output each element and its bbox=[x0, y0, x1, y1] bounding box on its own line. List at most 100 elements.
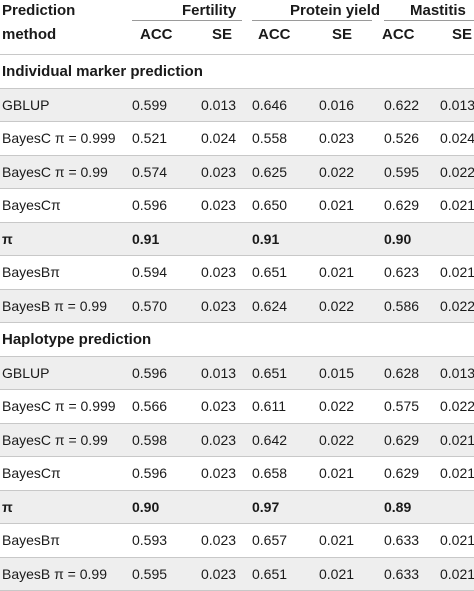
value-cell: 0.595 bbox=[132, 558, 186, 591]
value-cell: 0.022 bbox=[319, 156, 373, 189]
value-cell: 0.629 bbox=[384, 424, 438, 457]
value-cell: 0.623 bbox=[384, 256, 438, 289]
value-cell: 0.629 bbox=[384, 189, 438, 222]
value-cell: 0.593 bbox=[132, 524, 186, 557]
value-cell: 0.599 bbox=[132, 89, 186, 122]
section-row: Haplotype prediction bbox=[0, 323, 474, 357]
value-cell: 0.575 bbox=[384, 390, 438, 423]
sub-header: SE bbox=[212, 22, 232, 46]
protein-yield-rule bbox=[252, 20, 372, 21]
value-cell: 0.526 bbox=[384, 122, 438, 155]
value-cell: 0.521 bbox=[132, 122, 186, 155]
value-cell: 0.023 bbox=[201, 390, 255, 423]
value-cell: 0.558 bbox=[252, 122, 306, 155]
value-cell: 0.023 bbox=[319, 122, 373, 155]
value-cell: 0.021 bbox=[440, 457, 474, 490]
sub-header: ACC bbox=[382, 22, 415, 46]
method-cell: BayesC π = 0.99 bbox=[2, 424, 108, 457]
value-cell: 0.021 bbox=[319, 189, 373, 222]
value-cell: 0.023 bbox=[201, 457, 255, 490]
table-header: Prediction method Fertility Protein yiel… bbox=[0, 0, 474, 55]
value-cell: 0.651 bbox=[252, 357, 306, 390]
value-cell: 0.013 bbox=[440, 89, 474, 122]
value-cell: 0.598 bbox=[132, 424, 186, 457]
value-cell: 0.97 bbox=[252, 491, 306, 524]
value-cell: 0.021 bbox=[440, 524, 474, 557]
value-cell: 0.642 bbox=[252, 424, 306, 457]
method-cell: BayesCπ bbox=[2, 189, 61, 222]
value-cell: 0.023 bbox=[201, 424, 255, 457]
method-cell: π bbox=[2, 223, 13, 256]
value-cell: 0.013 bbox=[201, 357, 255, 390]
value-cell: 0.622 bbox=[384, 89, 438, 122]
value-cell: 0.596 bbox=[132, 189, 186, 222]
value-cell: 0.023 bbox=[201, 156, 255, 189]
value-cell: 0.021 bbox=[440, 558, 474, 591]
value-cell: 0.021 bbox=[319, 558, 373, 591]
method-cell: BayesC π = 0.99 bbox=[2, 156, 108, 189]
value-cell: 0.574 bbox=[132, 156, 186, 189]
value-cell: 0.658 bbox=[252, 457, 306, 490]
value-cell: 0.023 bbox=[201, 189, 255, 222]
section-title: Individual marker prediction bbox=[2, 55, 203, 88]
sub-header: SE bbox=[452, 22, 472, 46]
value-cell: 0.629 bbox=[384, 457, 438, 490]
value-cell: 0.022 bbox=[440, 156, 474, 189]
sub-header: SE bbox=[332, 22, 352, 46]
value-cell: 0.022 bbox=[440, 390, 474, 423]
value-cell bbox=[440, 223, 474, 256]
fertility-rule bbox=[132, 20, 242, 21]
value-cell: 0.566 bbox=[132, 390, 186, 423]
method-cell: GBLUP bbox=[2, 89, 49, 122]
method-cell: BayesC π = 0.999 bbox=[2, 122, 116, 155]
value-cell: 0.013 bbox=[201, 89, 255, 122]
method-cell: BayesBπ bbox=[2, 256, 60, 289]
value-cell: 0.023 bbox=[201, 256, 255, 289]
section-title: Haplotype prediction bbox=[2, 323, 151, 356]
method-cell: BayesCπ bbox=[2, 457, 61, 490]
value-cell: 0.633 bbox=[384, 558, 438, 591]
value-cell: 0.628 bbox=[384, 357, 438, 390]
value-cell: 0.015 bbox=[319, 357, 373, 390]
group-header-fertility: Fertility bbox=[182, 0, 236, 20]
value-cell: 0.633 bbox=[384, 524, 438, 557]
value-cell bbox=[201, 491, 255, 524]
value-cell: 0.021 bbox=[440, 256, 474, 289]
value-cell bbox=[319, 223, 373, 256]
section-row: Individual marker prediction bbox=[0, 55, 474, 89]
value-cell bbox=[201, 223, 255, 256]
value-cell: 0.595 bbox=[384, 156, 438, 189]
method-cell: BayesB π = 0.99 bbox=[2, 290, 107, 323]
method-cell: BayesC π = 0.999 bbox=[2, 390, 116, 423]
value-cell: 0.022 bbox=[319, 290, 373, 323]
value-cell: 0.651 bbox=[252, 558, 306, 591]
value-cell: 0.91 bbox=[132, 223, 186, 256]
value-cell: 0.021 bbox=[319, 457, 373, 490]
method-cell: BayesB π = 0.99 bbox=[2, 558, 107, 591]
value-cell: 0.651 bbox=[252, 256, 306, 289]
value-cell: 0.022 bbox=[319, 390, 373, 423]
value-cell: 0.022 bbox=[319, 424, 373, 457]
value-cell: 0.91 bbox=[252, 223, 306, 256]
value-cell: 0.90 bbox=[132, 491, 186, 524]
value-cell: 0.611 bbox=[252, 390, 306, 423]
value-cell: 0.021 bbox=[319, 524, 373, 557]
value-cell: 0.657 bbox=[252, 524, 306, 557]
value-cell: 0.022 bbox=[440, 290, 474, 323]
value-cell: 0.021 bbox=[440, 424, 474, 457]
value-cell: 0.021 bbox=[319, 256, 373, 289]
value-cell: 0.024 bbox=[201, 122, 255, 155]
method-cell: BayesBπ bbox=[2, 524, 60, 557]
value-cell: 0.646 bbox=[252, 89, 306, 122]
value-cell: 0.023 bbox=[201, 558, 255, 591]
